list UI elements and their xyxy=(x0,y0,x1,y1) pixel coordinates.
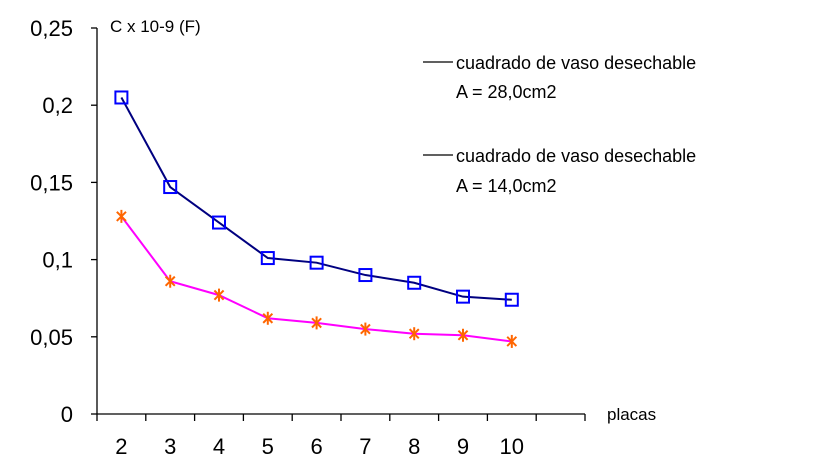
data-point xyxy=(506,334,518,348)
x-axis-title: placas xyxy=(607,405,656,424)
x-tick-label: 9 xyxy=(457,434,469,459)
y-tick-label: 0,1 xyxy=(42,248,73,273)
y-tick-label: 0 xyxy=(61,402,73,427)
y-tick-label: 0,2 xyxy=(42,93,73,118)
x-axis: 2 3 4 5 6 7 8 9 10 xyxy=(96,413,586,459)
data-point xyxy=(212,215,226,230)
data-point xyxy=(456,289,470,304)
legend-label: cuadrado de vaso desechable xyxy=(456,146,696,166)
x-tick-label: 7 xyxy=(359,434,371,459)
x-tick-label: 5 xyxy=(262,434,274,459)
y-tick-label: 0,15 xyxy=(30,170,73,195)
data-point xyxy=(504,292,519,307)
data-point xyxy=(163,180,178,195)
data-point xyxy=(358,268,373,283)
legend: cuadrado de vaso desechable A = 28,0cm2 … xyxy=(423,53,696,196)
y-tick-label: 0,25 xyxy=(30,16,73,41)
series-1 xyxy=(114,90,519,307)
x-tick-label: 6 xyxy=(310,434,322,459)
data-point xyxy=(260,251,275,266)
x-tick-label: 2 xyxy=(115,434,127,459)
legend-sublabel: A = 14,0cm2 xyxy=(456,176,557,196)
data-point xyxy=(457,328,469,342)
legend-entry-1: cuadrado de vaso desechable A = 28,0cm2 xyxy=(423,53,696,102)
data-point xyxy=(114,90,129,105)
data-point xyxy=(309,255,324,270)
data-point xyxy=(262,311,274,325)
data-point xyxy=(213,288,225,302)
series-2 xyxy=(116,209,518,348)
data-point xyxy=(360,322,371,336)
series-group xyxy=(114,90,519,348)
x-tick-label: 4 xyxy=(213,434,225,459)
y-tick-label: 0,05 xyxy=(30,325,73,350)
x-tick-label: 3 xyxy=(164,434,176,459)
series-line xyxy=(120,97,512,301)
x-tick-label: 10 xyxy=(500,434,524,459)
x-tick-label: 8 xyxy=(408,434,420,459)
data-point xyxy=(408,327,420,341)
data-point xyxy=(164,274,176,288)
data-point xyxy=(311,316,322,330)
data-point xyxy=(116,209,127,223)
data-point xyxy=(407,275,422,290)
y-axis: 0 0,05 0,1 0,15 0,2 0,25 xyxy=(30,16,98,427)
legend-sublabel: A = 28,0cm2 xyxy=(456,82,557,102)
legend-entry-2: cuadrado de vaso desechable A = 14,0cm2 xyxy=(423,146,696,196)
legend-label: cuadrado de vaso desechable xyxy=(456,53,696,73)
y-axis-title: C x 10-9 (F) xyxy=(110,17,201,36)
